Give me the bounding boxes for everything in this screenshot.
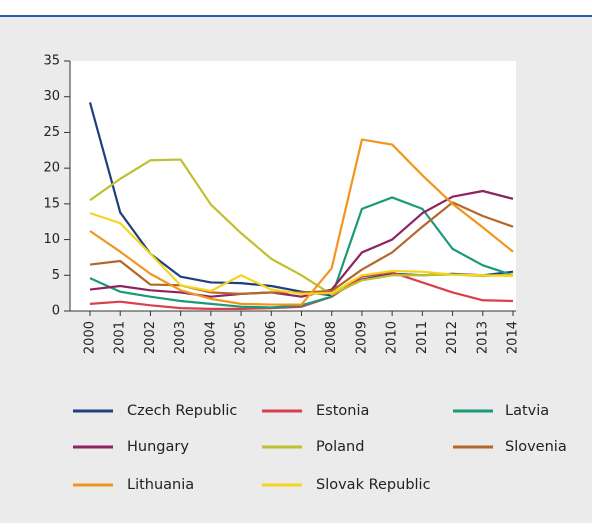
legend-label: Czech Republic: [127, 403, 237, 419]
series-line: [89, 271, 514, 310]
legend-label: Latvia: [505, 403, 549, 419]
series-line: [89, 158, 514, 296]
legend-label: Poland: [316, 439, 364, 455]
legend-label: Hungary: [127, 439, 189, 455]
y-tick-label: 20: [43, 161, 60, 176]
x-tick-label: 2001: [113, 321, 128, 354]
top-rule: [0, 15, 592, 17]
series-line: [89, 189, 514, 298]
x-tick-label: 2003: [173, 321, 188, 354]
y-tick-label: 15: [43, 196, 60, 211]
x-tick-label: 2007: [294, 321, 309, 354]
y-tick-label: 25: [43, 125, 60, 140]
x-tick-label: 2005: [234, 321, 249, 354]
series-line: [89, 212, 514, 295]
x-tick-label: 2002: [143, 321, 158, 354]
legend-label: Lithuania: [127, 477, 194, 493]
y-tick-label: 5: [52, 268, 60, 283]
series-line: [89, 138, 514, 306]
y-tick-label: 30: [43, 89, 60, 104]
legend-label: Slovak Republic: [316, 477, 431, 493]
x-tick-label: 2008: [324, 321, 339, 354]
x-tick-label: 2010: [385, 321, 400, 354]
x-tick-label: 2011: [415, 321, 430, 354]
y-tick-label: 35: [43, 54, 60, 69]
y-tick-label: 0: [52, 304, 60, 319]
x-tick-label: 2000: [83, 321, 98, 354]
x-tick-label: 2014: [506, 321, 521, 354]
x-tick-label: 2004: [203, 321, 218, 354]
legend: Czech Republic Estonia Latvia Hungary Poland…: [73, 403, 567, 493]
x-tick-label: 2012: [445, 321, 460, 354]
x-tick-label: 2009: [354, 321, 369, 354]
x-tick-label: 2006: [264, 321, 279, 354]
series-line: [89, 201, 514, 295]
x-tick-label: 2013: [475, 321, 490, 354]
y-tick-label: 10: [43, 232, 60, 247]
legend-label: Estonia: [316, 403, 369, 419]
legend-label: Slovenia: [505, 439, 567, 455]
